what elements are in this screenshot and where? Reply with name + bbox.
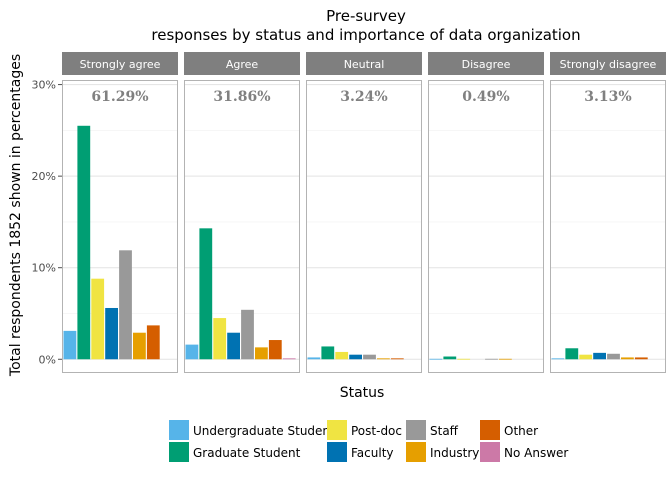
- bar: [499, 358, 512, 360]
- facet-strip-label: Strongly agree: [80, 58, 161, 71]
- legend-label: No Answer: [504, 446, 568, 460]
- legend-swatch: [327, 442, 347, 462]
- panel-border: [62, 80, 178, 373]
- bar: [119, 250, 132, 360]
- facet-strip: [184, 52, 300, 75]
- legend-label: Faculty: [351, 446, 394, 460]
- y-axis: 0% 10% 20% 30%: [32, 79, 62, 366]
- panel-total-label: 0.49%: [462, 89, 509, 105]
- panel-border: [306, 80, 422, 373]
- bar: [429, 358, 443, 360]
- bar: [241, 309, 254, 360]
- bar: [307, 357, 321, 360]
- bar: [282, 358, 296, 360]
- legend-item: No Answer: [480, 442, 568, 462]
- facet-panel: Agree 31.86%: [184, 52, 300, 373]
- bar: [63, 330, 77, 360]
- legend-swatch: [406, 420, 426, 440]
- legend-swatch: [406, 442, 426, 462]
- bar: [551, 358, 565, 360]
- y-tick-label: 30%: [32, 79, 56, 92]
- bar: [363, 354, 376, 360]
- facet-panel: Neutral 3.24%: [306, 52, 422, 373]
- facet-strip: [306, 52, 422, 75]
- panel-background: [550, 80, 666, 373]
- panel-total-label: 3.24%: [340, 89, 387, 105]
- legend-item: Undergraduate Student: [169, 420, 335, 440]
- panel-total-label: 31.86%: [213, 89, 270, 105]
- legend-item: Post-doc: [327, 420, 402, 440]
- bar: [335, 351, 349, 360]
- x-axis-label: Status: [340, 385, 385, 401]
- bar: [565, 348, 579, 360]
- facet-strip-label: Strongly disagree: [560, 58, 657, 71]
- legend-label: Graduate Student: [193, 446, 301, 460]
- bar: [593, 352, 606, 360]
- bar: [621, 357, 634, 360]
- y-tick-label: 10%: [32, 262, 56, 275]
- legend-swatch: [327, 420, 347, 440]
- y-axis-label: Total respondents 1852 shown in percenta…: [8, 54, 24, 377]
- legend-item: Staff: [406, 420, 459, 440]
- legend-label: Post-doc: [351, 424, 402, 438]
- panel-background: [306, 80, 422, 373]
- chart-title: Pre-survey: [326, 7, 406, 25]
- legend-label: Other: [504, 424, 538, 438]
- panel-total-label: 61.29%: [91, 89, 148, 105]
- chart-subtitle: responses by status and importance of da…: [151, 26, 580, 44]
- legend-item: Graduate Student: [169, 442, 301, 462]
- bar: [199, 228, 213, 360]
- legend-swatch: [480, 442, 500, 462]
- bar: [91, 278, 105, 360]
- panel-total-label: 3.13%: [584, 89, 631, 105]
- panel-border: [184, 80, 300, 373]
- facet-strip-label: Neutral: [344, 58, 385, 71]
- facet-strip: [428, 52, 544, 75]
- y-tick-label: 0%: [39, 353, 56, 366]
- panel-border: [428, 80, 544, 373]
- bar: [457, 358, 471, 360]
- bar: [227, 332, 240, 360]
- bar: [105, 307, 118, 360]
- bar: [133, 332, 146, 360]
- bar: [579, 354, 593, 360]
- facet-strip: [550, 52, 666, 75]
- facet-strip: [62, 52, 178, 75]
- facet-panel: Strongly disagree 3.13%: [550, 52, 666, 373]
- facet-panel: Strongly agree 61.29%: [62, 52, 178, 373]
- bar: [485, 358, 498, 360]
- legend: Undergraduate Student Graduate Student Pos…: [169, 420, 568, 462]
- bar: [185, 344, 199, 360]
- legend-item: Industry: [406, 442, 479, 462]
- legend-swatch: [169, 442, 189, 462]
- y-tick-label: 20%: [32, 170, 56, 183]
- bar: [255, 347, 268, 360]
- bar: [390, 358, 404, 360]
- panel-border: [550, 80, 666, 373]
- legend-item: Other: [480, 420, 538, 440]
- bar: [213, 318, 227, 360]
- legend-swatch: [169, 420, 189, 440]
- bar: [77, 125, 91, 360]
- bar: [634, 357, 648, 360]
- legend-label: Staff: [430, 424, 459, 438]
- bar: [146, 325, 160, 360]
- facet-strip-label: Disagree: [462, 58, 511, 71]
- legend-label: Industry: [430, 446, 479, 460]
- bar: [607, 353, 620, 360]
- legend-item: Faculty: [327, 442, 394, 462]
- bar: [349, 354, 362, 360]
- panel-background: [428, 80, 544, 373]
- facet-panel: Disagree 0.49%: [428, 52, 544, 373]
- bar: [268, 340, 282, 360]
- legend-swatch: [480, 420, 500, 440]
- bar: [321, 346, 335, 360]
- facet-strip-label: Agree: [226, 58, 259, 71]
- bar: [377, 358, 390, 360]
- bar: [443, 356, 457, 360]
- legend-label: Undergraduate Student: [193, 424, 335, 438]
- facet-panels: Strongly agree 61.29% Agree 31.86% Neutral 3.…: [62, 52, 666, 373]
